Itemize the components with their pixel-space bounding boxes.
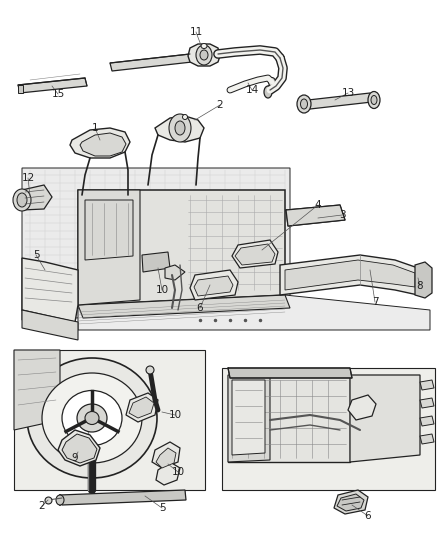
Ellipse shape xyxy=(77,404,107,432)
Ellipse shape xyxy=(196,45,212,65)
Polygon shape xyxy=(156,448,176,468)
Text: 3: 3 xyxy=(339,210,345,220)
Polygon shape xyxy=(165,265,185,280)
Polygon shape xyxy=(337,494,364,511)
Ellipse shape xyxy=(264,86,272,98)
Polygon shape xyxy=(420,380,434,390)
Text: 1: 1 xyxy=(92,123,98,133)
Polygon shape xyxy=(85,200,133,260)
Text: 14: 14 xyxy=(245,85,258,95)
Ellipse shape xyxy=(297,95,311,113)
Polygon shape xyxy=(129,397,154,418)
Polygon shape xyxy=(18,78,87,93)
Polygon shape xyxy=(18,85,23,93)
Text: 11: 11 xyxy=(189,27,203,37)
Ellipse shape xyxy=(85,411,99,424)
Ellipse shape xyxy=(56,495,64,505)
Polygon shape xyxy=(235,244,275,265)
Polygon shape xyxy=(222,368,435,490)
Polygon shape xyxy=(420,434,434,444)
Text: 10: 10 xyxy=(171,467,184,477)
Ellipse shape xyxy=(175,121,185,135)
Text: 6: 6 xyxy=(197,303,203,313)
Text: 15: 15 xyxy=(51,89,65,99)
Polygon shape xyxy=(334,490,368,514)
Polygon shape xyxy=(78,190,285,305)
Polygon shape xyxy=(228,375,350,462)
Polygon shape xyxy=(78,190,140,305)
Polygon shape xyxy=(60,490,186,505)
Polygon shape xyxy=(22,185,52,210)
Polygon shape xyxy=(415,262,432,298)
Polygon shape xyxy=(78,295,290,318)
Polygon shape xyxy=(110,54,192,71)
Text: 5: 5 xyxy=(159,503,165,513)
Text: 7: 7 xyxy=(372,297,378,307)
Text: 2: 2 xyxy=(217,100,223,110)
Ellipse shape xyxy=(183,115,187,119)
Ellipse shape xyxy=(62,391,122,446)
Ellipse shape xyxy=(169,114,191,142)
Polygon shape xyxy=(14,350,205,490)
Ellipse shape xyxy=(146,366,154,374)
Polygon shape xyxy=(155,116,204,142)
Polygon shape xyxy=(420,416,434,426)
Polygon shape xyxy=(308,93,372,109)
Text: 6: 6 xyxy=(365,511,371,521)
Polygon shape xyxy=(232,380,265,455)
Ellipse shape xyxy=(201,44,207,49)
Polygon shape xyxy=(156,462,180,485)
Polygon shape xyxy=(280,255,420,295)
Polygon shape xyxy=(80,133,126,156)
Text: 12: 12 xyxy=(21,173,35,183)
Polygon shape xyxy=(22,168,290,320)
Polygon shape xyxy=(232,240,278,268)
Ellipse shape xyxy=(27,358,157,478)
Polygon shape xyxy=(14,350,60,430)
Polygon shape xyxy=(22,258,78,322)
Polygon shape xyxy=(152,442,180,468)
Polygon shape xyxy=(348,395,376,420)
Text: 8: 8 xyxy=(417,281,423,291)
Ellipse shape xyxy=(200,50,208,60)
Ellipse shape xyxy=(368,92,380,109)
Polygon shape xyxy=(285,260,415,290)
Polygon shape xyxy=(228,375,270,462)
Polygon shape xyxy=(126,393,158,422)
Text: 13: 13 xyxy=(341,88,355,98)
Polygon shape xyxy=(350,375,420,462)
Ellipse shape xyxy=(300,99,307,109)
Text: 4: 4 xyxy=(314,200,321,210)
Polygon shape xyxy=(228,368,352,378)
Polygon shape xyxy=(194,276,233,296)
Ellipse shape xyxy=(17,193,27,207)
Text: 5: 5 xyxy=(33,250,39,260)
Text: 2: 2 xyxy=(39,501,45,511)
Polygon shape xyxy=(286,205,345,226)
Polygon shape xyxy=(188,44,220,66)
Polygon shape xyxy=(70,128,130,158)
Ellipse shape xyxy=(13,189,31,211)
Polygon shape xyxy=(22,310,78,340)
Polygon shape xyxy=(420,398,434,408)
Text: 9: 9 xyxy=(72,453,78,463)
Text: 10: 10 xyxy=(169,410,182,420)
Polygon shape xyxy=(78,295,430,330)
Ellipse shape xyxy=(42,373,142,463)
Polygon shape xyxy=(190,270,238,300)
Text: 10: 10 xyxy=(155,285,169,295)
Polygon shape xyxy=(142,252,170,272)
Ellipse shape xyxy=(371,95,377,104)
Polygon shape xyxy=(62,434,97,463)
Ellipse shape xyxy=(268,77,276,86)
Polygon shape xyxy=(58,430,100,466)
